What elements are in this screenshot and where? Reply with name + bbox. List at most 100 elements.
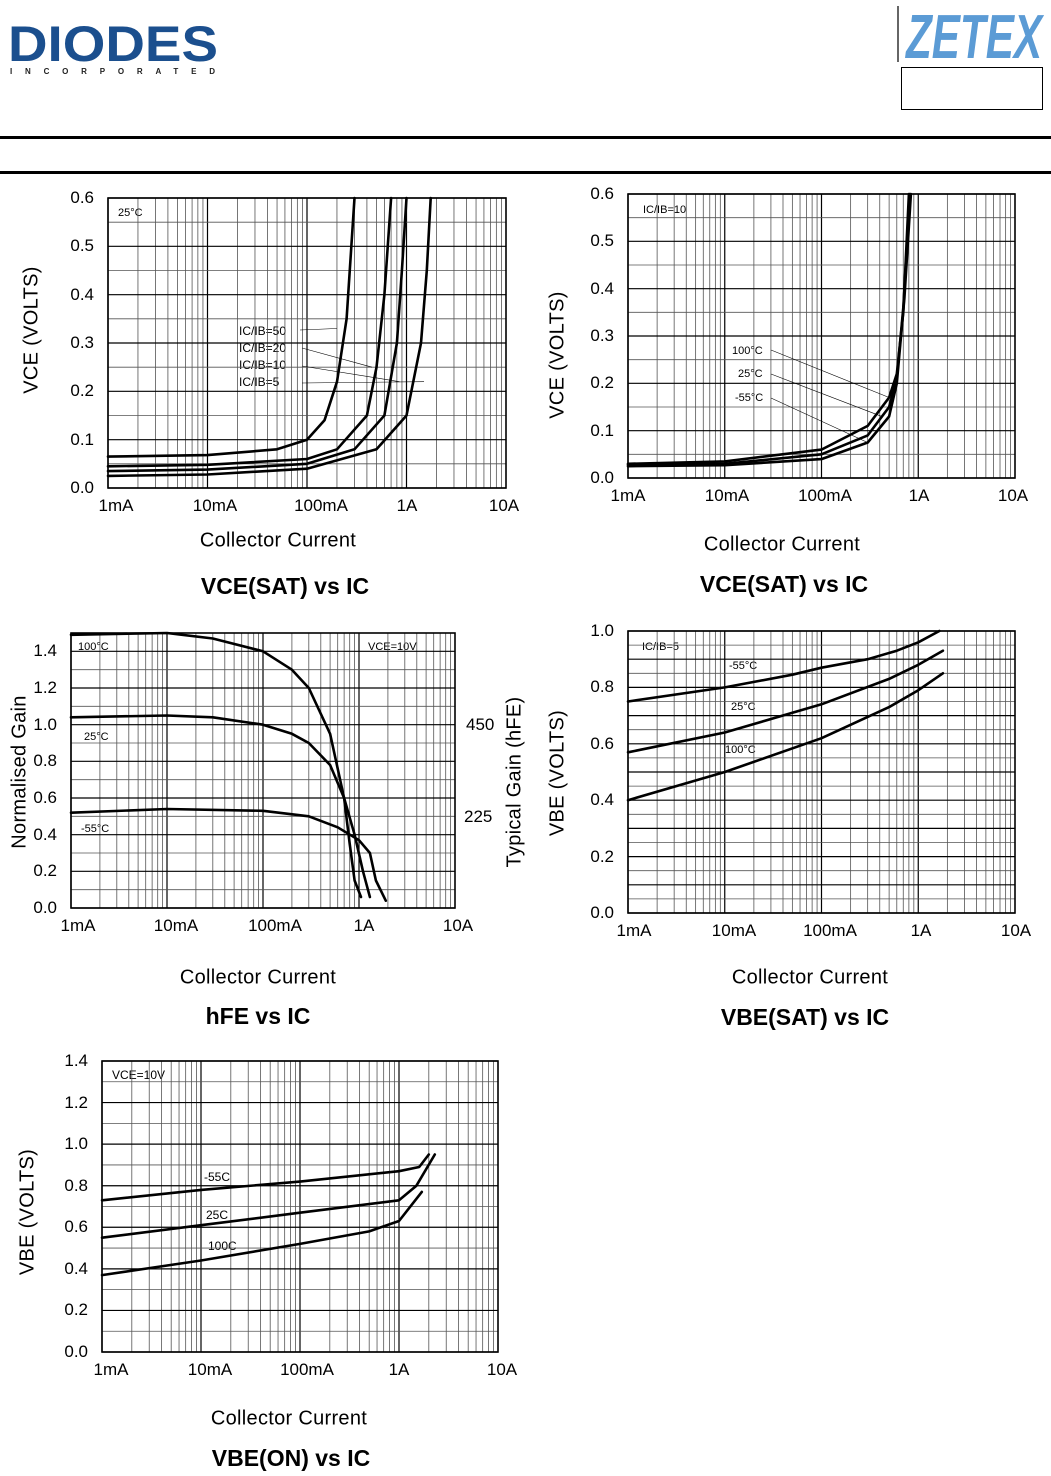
y-tick-label: 0.4 [590, 278, 614, 298]
series-line-ic-ib-5 [106, 196, 432, 478]
y-tick-label: 0.0 [64, 1342, 88, 1361]
series-line-25-c [69, 714, 372, 899]
series-line--55-c [69, 807, 388, 902]
leader-line [301, 365, 400, 382]
annotation-vce: VCE=10V [112, 1068, 166, 1082]
x-tick-label: 1mA [616, 921, 652, 940]
y-tick-label: 0.0 [590, 903, 614, 922]
y-tick-label: 1.0 [64, 1134, 88, 1154]
y-tick-label: 0.2 [64, 1300, 88, 1320]
annotation-ratio-50: IC/IB=50 [239, 324, 287, 338]
annotation-ratio: IC/IB=5 [642, 641, 679, 653]
y-tick-label: 0.4 [590, 790, 614, 810]
x-tick-label: 10A [997, 486, 1029, 505]
x-tick-label: 1mA [60, 916, 96, 935]
plot-area [626, 629, 1016, 914]
y-tick-label: 0.4 [33, 824, 57, 844]
series-line-ic-ib-50 [106, 196, 356, 458]
plot-area [69, 631, 456, 909]
zetex-logo: ZETEX [896, 3, 1046, 72]
annotation-ratio-20: IC/IB=20 [239, 341, 287, 355]
x-tick-label: 100mA [280, 1360, 334, 1379]
y-tick-label: 0.2 [70, 381, 94, 401]
annotation-ratio: IC/IB=10 [643, 204, 687, 216]
y-tick-label: 0.6 [590, 184, 614, 203]
y-tick-label: 1.0 [590, 621, 614, 640]
x-tick-label: 1mA [610, 486, 646, 505]
y-tick-label: 0.4 [70, 284, 94, 304]
x-tick-label: 1A [910, 921, 932, 940]
x-tick-label: 1A [388, 1360, 410, 1379]
y-tick-label: 0.1 [70, 429, 94, 449]
annotation-25c: 25C [204, 1208, 231, 1222]
leader-line [301, 347, 373, 368]
x-axis-title: Collector Current [210, 1407, 368, 1430]
x-tick-label: 100mA [248, 916, 302, 935]
series-line-ic-ib-20 [106, 196, 393, 468]
leader-line [770, 397, 868, 443]
y-tick-label: 0.4 [64, 1258, 88, 1278]
header-rule-bottom [0, 171, 1051, 174]
y-right-tick-label: 225 [464, 807, 493, 826]
x-tick-label: 10mA [153, 916, 199, 935]
plot-frame [107, 197, 507, 489]
y-axis-title: VBE (VOLTS) [546, 709, 569, 837]
x-tick-label: 1mA [93, 1360, 129, 1379]
annotation-100c: 100°C [76, 641, 111, 653]
annotation-25c: 25°C [729, 701, 758, 713]
y-tick-label: 0.2 [590, 846, 614, 866]
legend-backdrop [629, 195, 725, 218]
series-line--55-c [626, 629, 941, 703]
annotation-minus55c: -55°C [735, 392, 764, 404]
y-axis-title: VBE (VOLTS) [16, 1148, 39, 1276]
header-rule-top [0, 136, 1051, 139]
annotation-minus55c: -55C [202, 1170, 233, 1184]
x-tick-label: 1mA [98, 496, 134, 515]
y-tick-label: 0.0 [590, 468, 614, 487]
annotation-ratio-10: IC/IB=10 [239, 358, 287, 372]
part-number-box [901, 67, 1043, 110]
leader-line [770, 373, 882, 417]
chart-title: VCE(SAT) vs IC [200, 573, 370, 599]
annotation-temperature: 25°C [116, 207, 145, 219]
y-axis-title: VCE (VOLTS) [546, 291, 569, 419]
diodes-logo: DIODES INCORPORATED [8, 16, 228, 83]
grid [70, 632, 455, 909]
y-right-tick-label: 450 [466, 715, 495, 734]
series-line-ic-ib-10 [106, 196, 408, 473]
y-tick-label: 0.8 [64, 1175, 88, 1195]
annotation-100c: 100°C [723, 744, 758, 756]
y-tick-label: 0.6 [64, 1217, 88, 1237]
svg-text:ZETEX: ZETEX [905, 4, 1045, 64]
series-line-25c [100, 1153, 437, 1239]
plot-area [100, 1060, 499, 1353]
x-tick-label: 100mA [294, 496, 348, 515]
y-tick-label: 0.5 [70, 236, 94, 256]
annotation-100c: 100°C [732, 345, 763, 357]
y-tick-label: 1.2 [33, 678, 57, 697]
x-tick-label: 1A [396, 496, 418, 515]
annotation-25c: 25°C [738, 368, 763, 380]
y-tick-label: 0.5 [590, 231, 614, 251]
grid [107, 197, 506, 489]
x-tick-label: 10mA [704, 486, 750, 505]
y-axis-right-title: Typical Gain (hFE) [503, 696, 526, 868]
annotation-25c: 25°C [82, 731, 111, 743]
leader-line [299, 328, 337, 331]
chart-title: VBE(ON) vs IC [211, 1445, 371, 1471]
x-axis-title: Collector Current [731, 966, 889, 989]
x-tick-label: 10A [486, 1360, 518, 1379]
leader-line [770, 349, 890, 398]
chart-title: VCE(SAT) vs IC [699, 571, 869, 597]
y-tick-label: 1.4 [33, 641, 57, 661]
x-axis-title: Collector Current [703, 533, 861, 556]
y-tick-label: 0.0 [33, 898, 57, 917]
x-tick-label: 10mA [711, 921, 757, 940]
y-tick-label: 1.0 [33, 714, 57, 734]
y-tick-label: 0.8 [590, 677, 614, 697]
series-line--55c [100, 1153, 431, 1202]
annotation-minus55c: -55°C [79, 823, 112, 835]
annotation-minus55c: -55°C [727, 660, 760, 672]
leader-line [301, 381, 425, 384]
y-tick-label: 0.6 [33, 788, 57, 807]
